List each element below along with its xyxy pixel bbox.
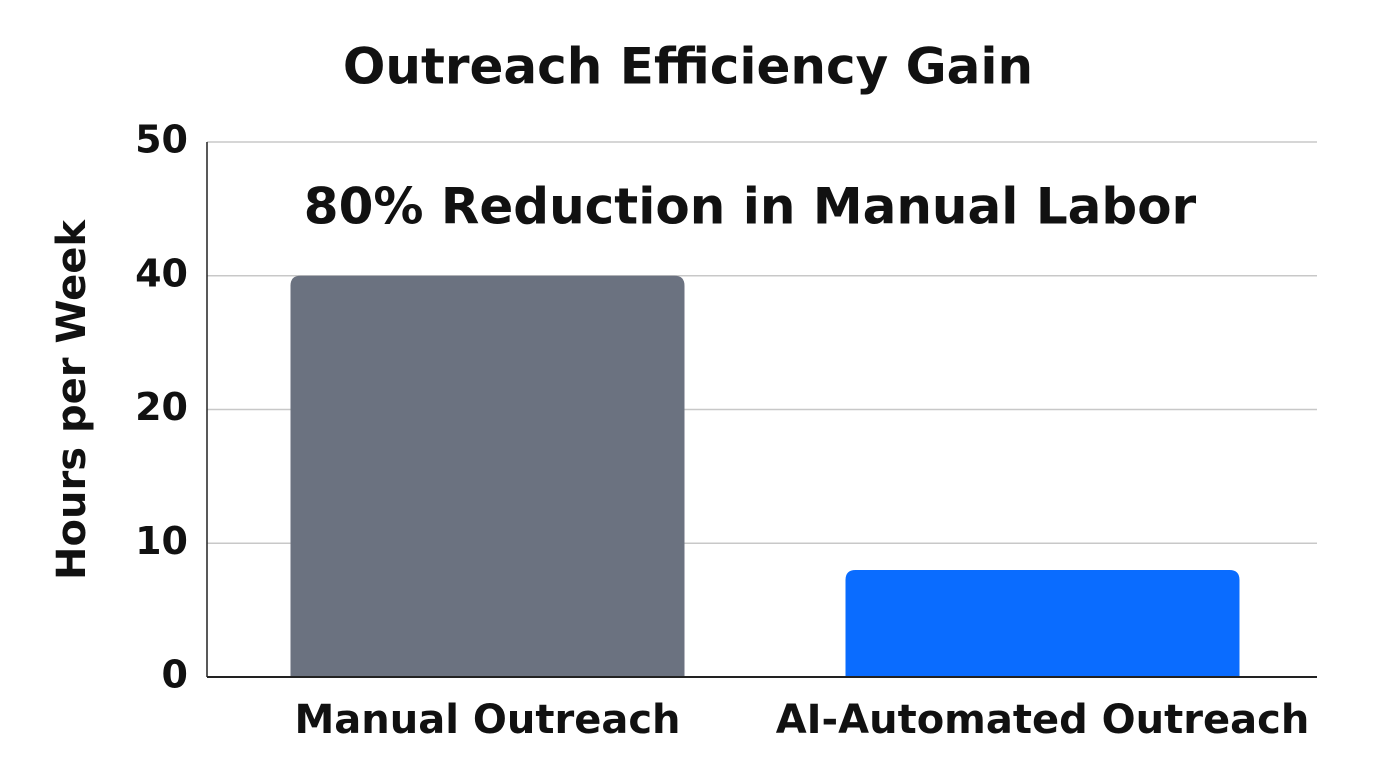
annotation: 80% Reduction in Manual Labor: [304, 178, 1197, 236]
chart-title: Outreach Efficiency Gain: [343, 38, 1033, 96]
y-tick-label: 20: [135, 385, 188, 429]
y-axis-label: Hours per Week: [49, 219, 95, 580]
y-tick-label: 50: [135, 118, 188, 162]
y-tick-label: 0: [162, 653, 188, 697]
x-tick-label: Manual Outreach: [294, 697, 680, 743]
bar: [290, 275, 685, 677]
bar: [845, 570, 1240, 677]
x-tick-label: AI-Automated Outreach: [776, 697, 1310, 743]
y-tick-label: 40: [135, 251, 188, 295]
y-tick-label: 10: [135, 519, 188, 563]
